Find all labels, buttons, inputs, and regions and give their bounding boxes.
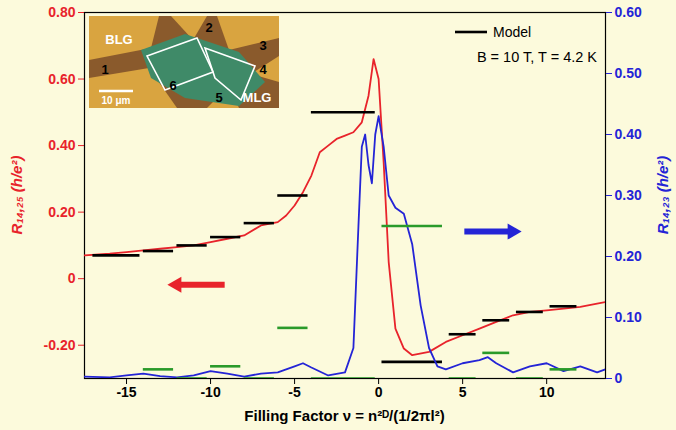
- svg-text:0.60: 0.60: [48, 71, 75, 87]
- svg-text:6: 6: [169, 78, 176, 93]
- svg-text:3: 3: [259, 38, 266, 53]
- svg-text:Filling Factor ν = n²ᴰ/(1/2πl²: Filling Factor ν = n²ᴰ/(1/2πl²): [244, 407, 444, 424]
- svg-text:R₁₄,₂₅ (h/e²): R₁₄,₂₅ (h/e²): [8, 156, 25, 235]
- svg-text:BLG: BLG: [105, 32, 132, 47]
- svg-text:0.30: 0.30: [615, 187, 642, 203]
- svg-text:4: 4: [259, 62, 267, 77]
- svg-text:0.60: 0.60: [615, 4, 642, 20]
- svg-text:0.50: 0.50: [615, 65, 642, 81]
- svg-text:0.10: 0.10: [615, 309, 642, 325]
- svg-text:R₁₄,₂₃ (h/e²): R₁₄,₂₃ (h/e²): [654, 156, 671, 235]
- svg-text:0.80: 0.80: [48, 4, 75, 20]
- svg-text:1: 1: [101, 62, 108, 77]
- svg-text:0: 0: [375, 384, 383, 400]
- svg-text:0: 0: [68, 270, 76, 286]
- svg-text:0.20: 0.20: [615, 248, 642, 264]
- svg-text:10: 10: [539, 384, 555, 400]
- svg-text:-5: -5: [288, 384, 301, 400]
- svg-text:0.40: 0.40: [48, 137, 75, 153]
- svg-text:0: 0: [615, 370, 623, 386]
- svg-text:5: 5: [215, 90, 222, 105]
- svg-text:-15: -15: [116, 384, 136, 400]
- svg-text:0.40: 0.40: [615, 126, 642, 142]
- svg-text:2: 2: [205, 20, 212, 35]
- svg-text:MLG: MLG: [243, 90, 272, 105]
- svg-text:5: 5: [459, 384, 467, 400]
- svg-text:10 μm: 10 μm: [102, 95, 131, 106]
- svg-text:0.20: 0.20: [48, 204, 75, 220]
- svg-text:B = 10 T, T = 4.2 K: B = 10 T, T = 4.2 K: [477, 49, 597, 65]
- svg-text:Model: Model: [493, 24, 531, 40]
- svg-text:-0.20: -0.20: [44, 337, 76, 353]
- svg-text:-10: -10: [200, 384, 220, 400]
